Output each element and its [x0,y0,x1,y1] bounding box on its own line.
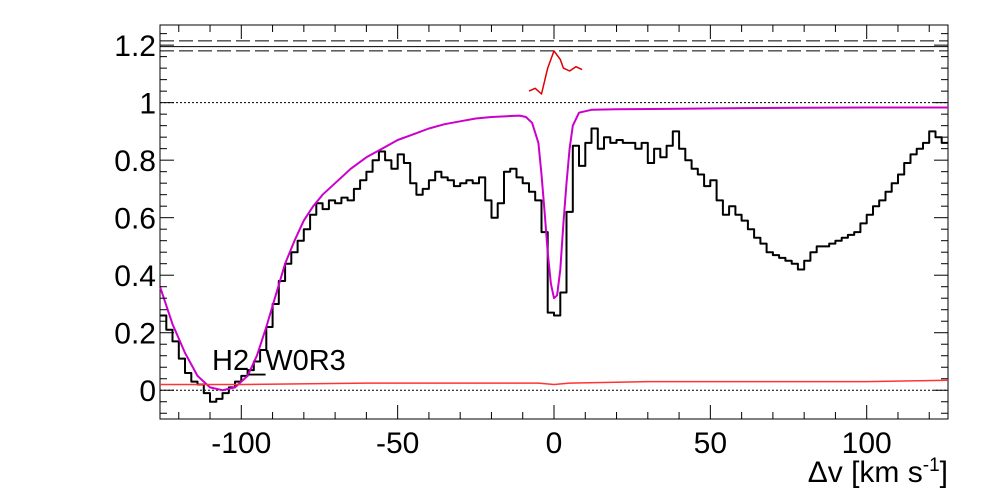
y-tick-label: 1 [139,88,156,121]
x-axis-title-main: Δv [km s [808,456,923,489]
y-tick-label: 0 [139,375,156,408]
x-tick-label: -50 [376,427,419,460]
y-tick-label: 0.6 [114,203,156,236]
series-group [159,50,949,403]
model-profile-line [159,106,948,392]
y-tick-label: 0.4 [114,260,156,293]
x-axis-title-close: ] [940,456,948,489]
x-axis: -100 -50 0 50 100 [178,25,930,460]
error-line [160,379,949,386]
x-axis-title-exponent: -1 [923,455,940,476]
y-axis: 0 0.2 0.4 0.6 0.8 1 1.2 [114,30,948,414]
x-tick-label: 0 [546,427,563,460]
x-axis-title: Δv [km s-1] [808,455,948,489]
annotation-label: H2_W0R3 [212,345,346,377]
x-tick-label: 50 [694,427,727,460]
residual-line [528,50,583,95]
y-tick-label: 0.8 [114,145,156,178]
x-tick-label: 100 [842,427,892,460]
reference-lines [160,40,948,391]
observed-flux-histogram [160,127,948,403]
y-tick-label: 1.2 [114,30,156,63]
x-tick-label: -100 [211,427,271,460]
y-tick-label: 0.2 [114,318,156,351]
